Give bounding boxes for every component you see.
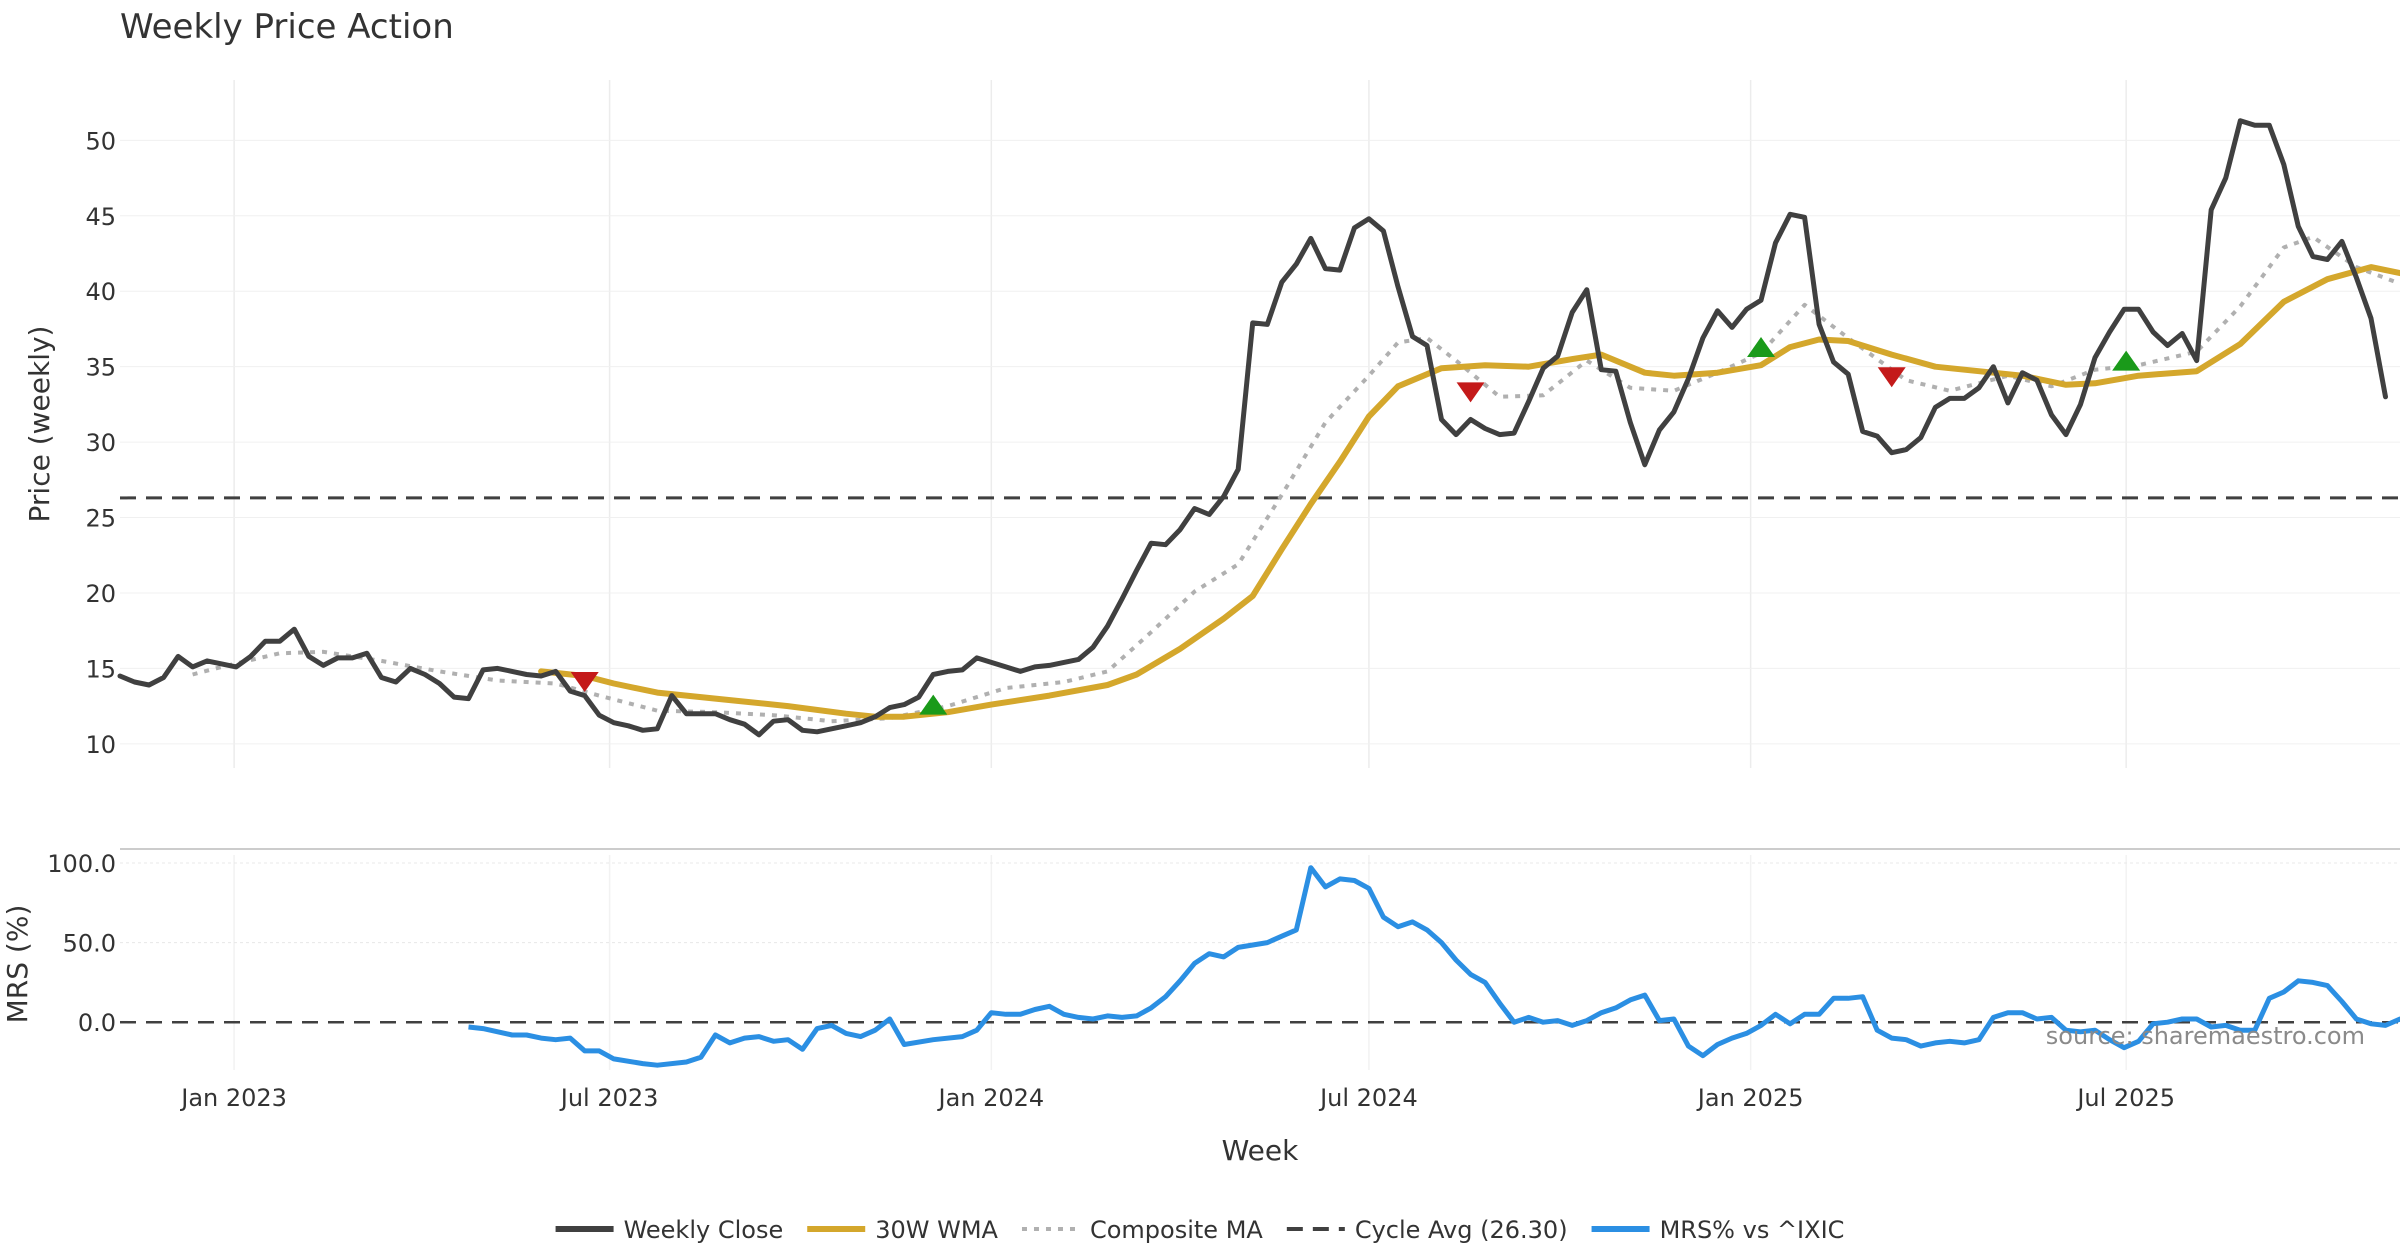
legend-label: MRS% vs ^IXIC: [1660, 1216, 1845, 1244]
legend-label: Composite MA: [1090, 1216, 1263, 1244]
source-label: source: sharemaestro.com: [2046, 1022, 2365, 1050]
x-tick-label: Jul 2023: [559, 1084, 659, 1112]
price-y-tick-label: 10: [85, 731, 116, 759]
series-line-close: [117, 118, 2388, 738]
mrs-y-tick-label: 50.0: [63, 930, 116, 958]
legend: Weekly Close 30W WMA Composite MA Cycle Avg…: [555, 1216, 1845, 1244]
sell-signal-marker: [570, 672, 599, 692]
price-y-axis-title: Price (weekly): [23, 326, 56, 523]
mrs-y-tick-labels: 0.0 50.0 100.0: [47, 850, 116, 1037]
buy-signal-marker: [2112, 350, 2141, 371]
signal-markers: [570, 337, 2141, 715]
price-y-tick-label: 25: [85, 505, 116, 533]
buy-signal-marker: [1747, 337, 1776, 358]
sell-signal-marker: [1877, 367, 1906, 388]
sell-signal-marker: [1456, 382, 1485, 403]
x-tick-labels: Jan 2023 Jul 2023 Jan 2024 Jul 2024 Jan 2025…: [179, 1084, 2175, 1112]
mrs-series: [468, 865, 2400, 1068]
x-tick-label: Jan 2025: [1696, 1084, 1804, 1112]
x-tick-label: Jan 2024: [936, 1084, 1044, 1112]
series-line-composite: [192, 234, 2400, 724]
price-y-tick-label: 45: [85, 203, 116, 231]
series-line-wma: [538, 264, 2400, 720]
series-line-mrs: [468, 865, 2400, 1068]
legend-label: Cycle Avg (26.30): [1355, 1216, 1568, 1244]
price-y-tick-labels: 10 15 20 25 30 35 40 45 50: [85, 127, 116, 759]
mrs-y-axis-title: MRS (%): [1, 905, 34, 1024]
x-axis-title: Week: [1222, 1134, 1299, 1167]
price-y-tick-label: 15: [85, 655, 116, 683]
price-y-tick-label: 20: [85, 580, 116, 608]
mrs-y-tick-label: 0.0: [78, 1009, 116, 1037]
buy-signal-marker: [919, 694, 948, 715]
price-series: [117, 118, 2400, 738]
price-y-tick-label: 30: [85, 429, 116, 457]
x-tick-label: Jul 2025: [2075, 1084, 2175, 1112]
legend-label: 30W WMA: [875, 1216, 998, 1244]
chart-title: Weekly Price Action: [120, 7, 454, 47]
price-y-tick-label: 40: [85, 278, 116, 306]
price-y-tick-label: 35: [85, 354, 116, 382]
legend-label: Weekly Close: [624, 1216, 784, 1244]
x-tick-label: Jan 2023: [179, 1084, 287, 1112]
mrs-y-tick-label: 100.0: [47, 850, 116, 878]
price-gridlines: [120, 80, 2400, 768]
x-tick-label: Jul 2024: [1318, 1084, 1418, 1112]
price-y-tick-label: 50: [85, 127, 116, 155]
